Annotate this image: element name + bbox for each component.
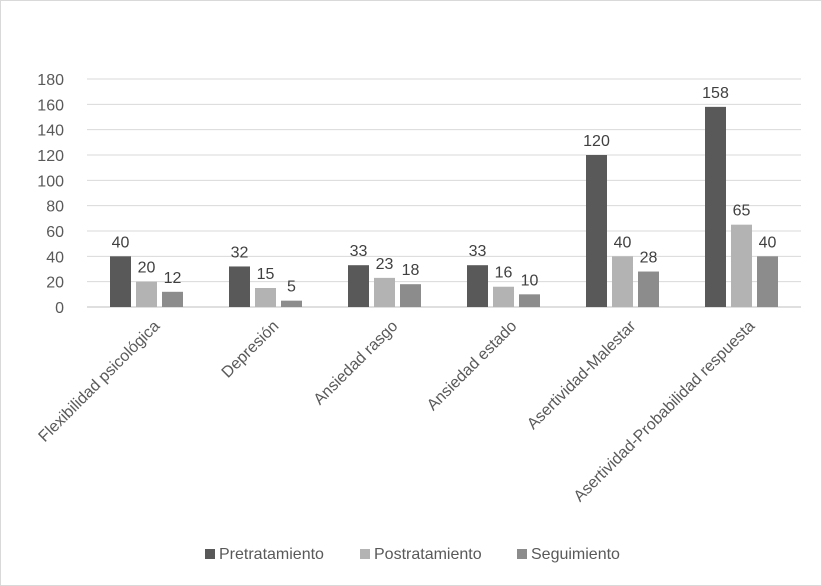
data-label: 20 (138, 260, 156, 277)
bars (110, 106, 778, 307)
bar-seguimiento-0 (162, 291, 183, 307)
bar-seguimiento-1 (281, 300, 302, 307)
y-tick-label: 100 (37, 173, 64, 190)
bar-pretratamiento-0 (110, 256, 131, 307)
category-label: Ansiedad estado (424, 318, 520, 414)
legend-swatch-pretratamiento (205, 549, 215, 559)
bar-seguimiento-5 (757, 256, 778, 307)
bar-pretratamiento-2 (348, 265, 369, 307)
data-label: 33 (469, 243, 487, 260)
data-label: 120 (583, 133, 610, 150)
data-label: 28 (640, 250, 658, 267)
bar-postratamiento-4 (612, 256, 633, 307)
data-label: 40 (759, 234, 777, 251)
y-tick-label: 180 (37, 72, 64, 89)
bar-seguimiento-3 (519, 294, 540, 307)
data-label: 40 (112, 234, 130, 251)
bar-postratamiento-1 (255, 288, 276, 307)
category-labels: Flexibilidad psicológica Depresión Ansieda… (36, 317, 759, 505)
data-label: 158 (702, 85, 729, 102)
y-tick-label: 60 (46, 224, 64, 241)
y-tick-label: 160 (37, 97, 64, 114)
data-label: 15 (257, 266, 275, 283)
category-label: Depresión (219, 318, 283, 382)
bar-postratamiento-0 (136, 281, 157, 307)
data-label: 18 (402, 262, 420, 279)
legend-label: Seguimiento (531, 546, 620, 563)
bar-postratamiento-5 (731, 224, 752, 307)
legend-swatch-postratamiento (360, 549, 370, 559)
data-label: 65 (733, 203, 751, 220)
y-tick-label: 0 (55, 300, 64, 317)
legend-swatch-seguimiento (517, 549, 527, 559)
bar-postratamiento-2 (374, 277, 395, 307)
y-tick-label: 40 (46, 249, 64, 266)
y-tick-label: 20 (46, 275, 64, 292)
legend-label: Pretratamiento (219, 546, 324, 563)
bar-postratamiento-3 (493, 286, 514, 307)
y-axis-ticks: 0 20 40 60 80 100 120 140 160 180 (37, 72, 64, 317)
bar-pretratamiento-1 (229, 266, 250, 307)
category-label: Asertividad-Malestar (524, 317, 640, 433)
bar-pretratamiento-3 (467, 265, 488, 307)
bar-seguimiento-2 (400, 284, 421, 307)
data-label: 12 (164, 270, 182, 287)
y-tick-label: 80 (46, 199, 64, 216)
data-label: 10 (521, 272, 539, 289)
data-labels: 40 20 12 32 15 5 33 23 18 33 16 10 120 40 28 158 65 40 (112, 85, 777, 296)
y-tick-label: 140 (37, 123, 64, 140)
category-label: Flexibilidad psicológica (36, 318, 164, 446)
gridlines (87, 78, 801, 308)
legend: Pretratamiento Postratamiento Seguimiento (205, 546, 620, 563)
bar-seguimiento-4 (638, 271, 659, 307)
data-label: 23 (376, 256, 394, 273)
data-label: 33 (350, 243, 368, 260)
data-label: 5 (287, 279, 296, 296)
bar-pretratamiento-4 (586, 155, 607, 307)
data-label: 32 (231, 244, 249, 261)
y-tick-label: 120 (37, 148, 64, 165)
legend-label: Postratamiento (374, 546, 482, 563)
category-label: Ansiedad rasgo (311, 318, 402, 409)
bar-pretratamiento-5 (705, 106, 726, 307)
data-label: 40 (614, 234, 632, 251)
data-label: 16 (495, 265, 513, 282)
